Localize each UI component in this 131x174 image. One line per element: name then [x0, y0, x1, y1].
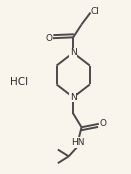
Text: N: N [70, 93, 77, 102]
Text: HN: HN [71, 138, 84, 147]
Text: O: O [46, 34, 53, 43]
Text: O: O [99, 119, 106, 128]
Text: N: N [70, 48, 77, 57]
Text: Cl: Cl [91, 7, 99, 16]
Text: HCl: HCl [10, 77, 28, 87]
